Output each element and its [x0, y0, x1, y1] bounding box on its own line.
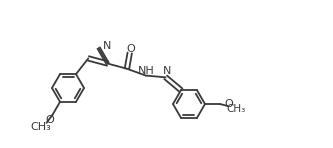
Text: O: O: [126, 44, 135, 54]
Text: CH₃: CH₃: [30, 122, 51, 132]
Text: NH: NH: [139, 66, 155, 76]
Text: O: O: [45, 115, 54, 125]
Text: CH₃: CH₃: [226, 104, 246, 114]
Text: N: N: [103, 41, 111, 51]
Text: O: O: [224, 99, 233, 109]
Text: N: N: [163, 66, 171, 76]
